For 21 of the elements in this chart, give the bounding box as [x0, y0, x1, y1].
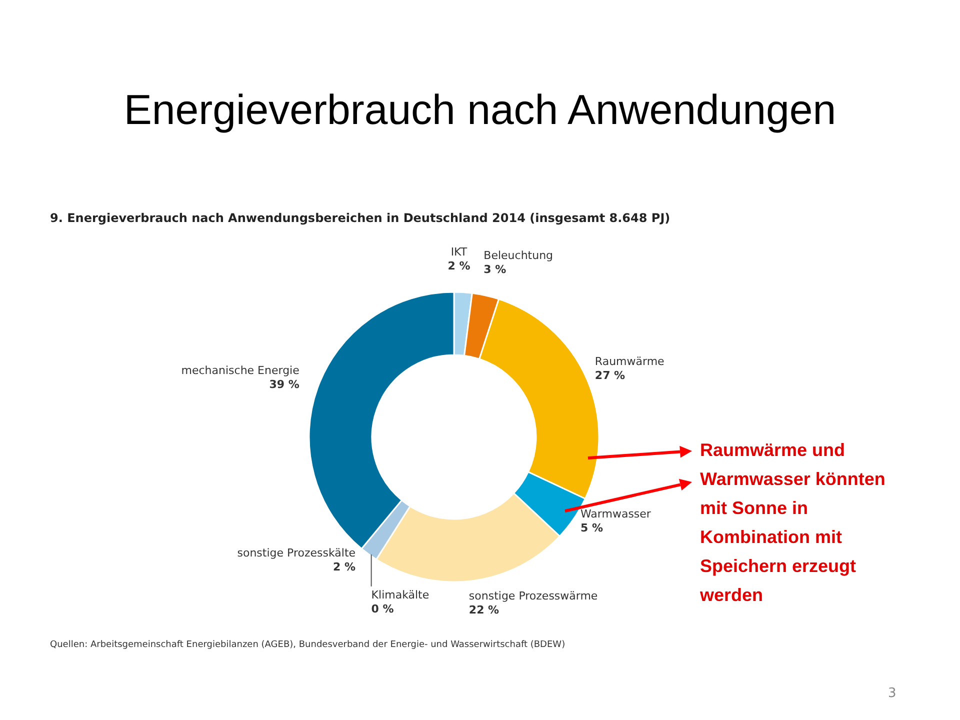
category-label: Klimakälte — [371, 588, 430, 602]
slice-label: sonstige Prozesswärme — [468, 590, 598, 603]
chart-subtitle: 9. Energieverbrauch nach Anwendungsbereichen in Deutschland 2014 (insgesamt 8.648 PJ) — [50, 211, 670, 225]
slice-label: Warmwasser — [580, 507, 652, 520]
data-label: 27 % — [594, 368, 626, 382]
text: 0 % — [371, 602, 394, 616]
slice-label: Beleuchtung — [484, 248, 554, 262]
data-label: 2 % — [448, 259, 470, 272]
slice-label: Raumwärme — [594, 354, 665, 368]
data-label: 3 % — [484, 262, 506, 276]
text: 3 — [888, 686, 896, 701]
slice-label: IKT — [450, 245, 468, 258]
text: Raumwärme und Warmwasser könnten mit Sonne in Kombination mit Speichern erzeugt werden — [700, 439, 886, 607]
slice-label: sonstige Prozesskälte — [237, 546, 356, 560]
slice-label: mechanische Energie — [181, 364, 300, 378]
data-label: 2 % — [333, 560, 356, 574]
chart-title: Energieverbrauch nach Anwendungen — [122, 86, 838, 134]
data-label: 5 % — [580, 521, 604, 534]
source-note: Quellen: Arbeitsgemeinschaft Energiebilanzen (AGEB), Bundesverband der Energie- und Wasserwirtschaft (BDEW) — [50, 640, 566, 650]
data-label: 39 % — [269, 378, 300, 392]
data-label: 22 % — [468, 604, 500, 617]
